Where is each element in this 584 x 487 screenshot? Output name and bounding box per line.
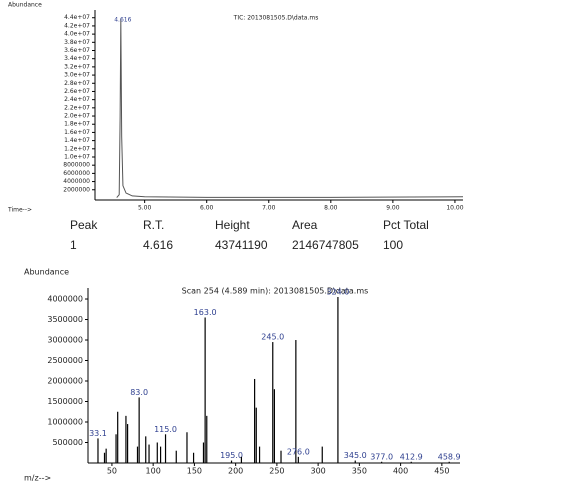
table-cell: 43741190	[215, 238, 268, 252]
y-tick-label: 2.0e+07	[64, 113, 90, 120]
peak-label: 412.9	[400, 452, 423, 461]
peak-label: 195.0	[220, 451, 243, 460]
y-tick-label: 1.4e+07	[64, 137, 90, 144]
chart-title: Scan 254 (4.589 min): 2013081505.D\data.…	[182, 287, 369, 296]
peak-label: 276.0	[287, 447, 310, 456]
x-tick-label: 7.00	[262, 205, 276, 212]
x-tick-label: 450	[434, 467, 449, 476]
x-tick-label: 6.00	[200, 205, 214, 212]
y-tick-label: 4000000	[63, 178, 90, 185]
peak-label: 245.0	[261, 333, 284, 342]
y-tick-label: 3.4e+07	[64, 55, 90, 62]
y-tick-label: 4.0e+07	[64, 31, 90, 38]
y-tick-label: 3.6e+07	[64, 47, 90, 54]
peak-label: 115.0	[154, 425, 177, 434]
tic-trace	[116, 18, 464, 198]
y-tick-label: 6000000	[63, 170, 90, 177]
y-tick-label: 500000	[52, 438, 83, 447]
x-tick-label: 100	[146, 467, 161, 476]
peak-label: 33.1	[89, 429, 107, 438]
table-header: Area	[292, 218, 318, 232]
x-tick-label: 5.00	[138, 205, 152, 212]
y-tick-label: 4.4e+07	[64, 14, 90, 21]
table-header: Height	[215, 218, 250, 232]
y-tick-label: 2.4e+07	[64, 96, 90, 103]
y-axis-label: Abundance	[8, 2, 42, 9]
y-tick-label: 1.0e+07	[64, 153, 90, 160]
peak-label: 83.0	[130, 388, 148, 397]
y-tick-label: 4.2e+07	[64, 22, 90, 29]
table-cell: 2146747805	[292, 238, 359, 252]
peak-label: 377.0	[370, 452, 393, 461]
x-tick-label: 8.00	[324, 205, 338, 212]
y-tick-label: 2.8e+07	[64, 80, 90, 87]
peak-label: 324.0	[326, 287, 349, 296]
y-tick-label: 1.6e+07	[64, 129, 90, 136]
y-tick-label: 8000000	[63, 162, 90, 169]
peak-label: 163.0	[194, 308, 217, 317]
chart-title: TIC: 2013081505.D\data.ms	[233, 15, 319, 22]
y-tick-label: 1.8e+07	[64, 121, 90, 128]
x-tick-label: 300	[310, 467, 325, 476]
y-tick-label: 3000000	[47, 336, 83, 345]
y-tick-label: 2500000	[47, 356, 83, 365]
y-tick-label: 3.8e+07	[64, 39, 90, 46]
y-tick-label: 2000000	[47, 377, 83, 386]
x-tick-label: 400	[393, 467, 408, 476]
y-tick-label: 2.2e+07	[64, 104, 90, 111]
y-tick-label: 3.0e+07	[64, 72, 90, 79]
y-tick-label: 1000000	[47, 418, 83, 427]
x-axis-label: Time-->	[7, 207, 32, 214]
x-tick-label: 50	[107, 467, 117, 476]
y-tick-label: 3500000	[47, 315, 83, 324]
x-tick-label: 10.00	[446, 205, 463, 212]
y-tick-label: 4000000	[47, 295, 83, 304]
x-tick-label: 9.00	[386, 205, 400, 212]
y-tick-label: 2000000	[63, 186, 90, 193]
peak-label: 4.616	[114, 17, 131, 24]
peak-label: 458.9	[438, 452, 461, 461]
table-cell: 4.616	[143, 238, 173, 252]
y-tick-label: 3.2e+07	[64, 63, 90, 70]
y-axis-label: Abundance	[24, 268, 69, 277]
x-tick-label: 350	[352, 467, 367, 476]
x-axis-label: m/z-->	[24, 474, 51, 483]
table-header: Pct Total	[383, 218, 429, 232]
y-tick-label: 2.6e+07	[64, 88, 90, 95]
table-cell: 1	[70, 238, 77, 252]
x-tick-label: 200	[228, 467, 243, 476]
results-table: Peak R.T. Height Area Pct Total 1 4.616 …	[70, 218, 429, 252]
table-header: Peak	[70, 218, 98, 232]
y-tick-label: 1.2e+07	[64, 145, 90, 152]
table-cell: 100	[383, 238, 403, 252]
y-tick-label: 1500000	[47, 397, 83, 406]
x-tick-label: 250	[269, 467, 284, 476]
table-header: R.T.	[143, 218, 164, 232]
peak-label: 345.0	[344, 451, 367, 460]
x-tick-label: 150	[187, 467, 202, 476]
